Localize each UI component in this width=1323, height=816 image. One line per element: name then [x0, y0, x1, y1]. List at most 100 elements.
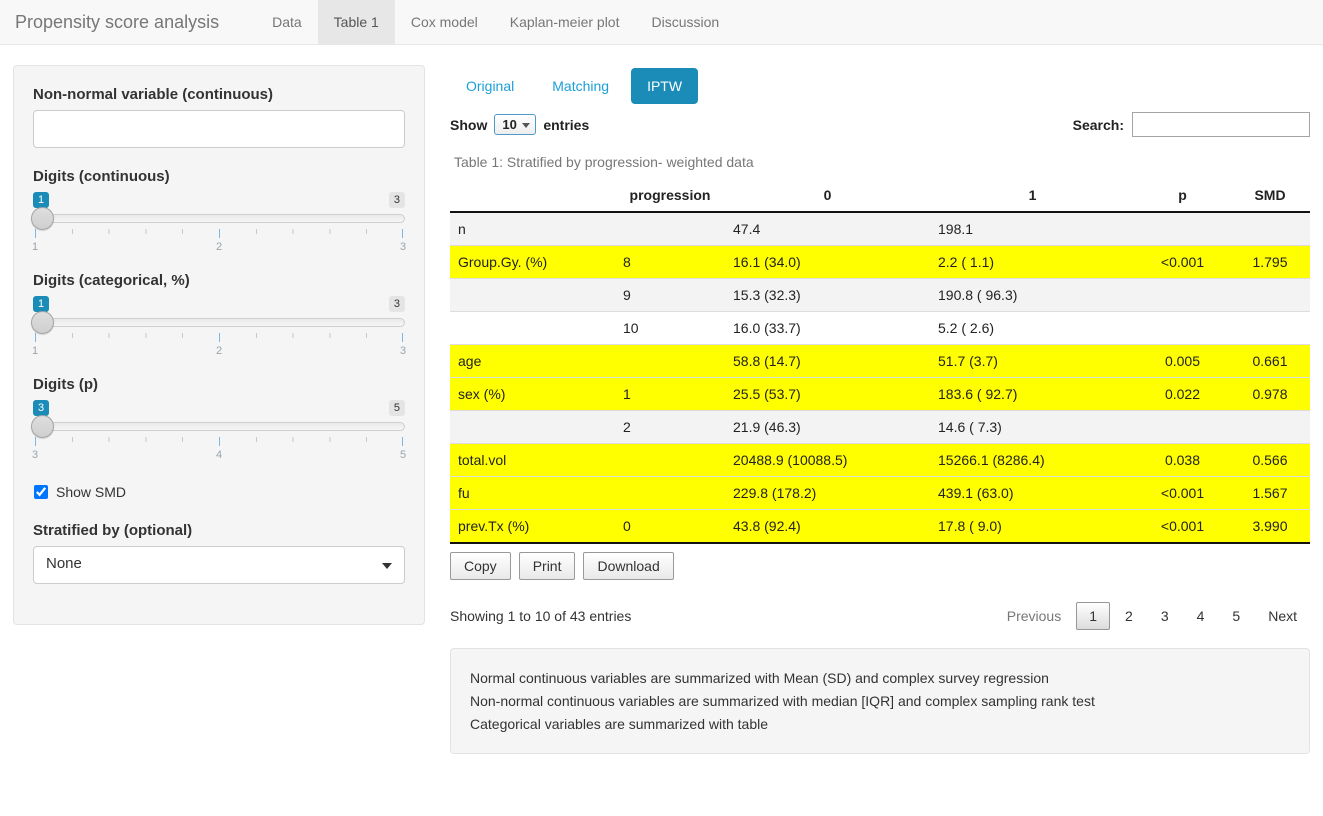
digits-p-label: Digits (p) — [33, 376, 98, 393]
cell: <0.001 — [1160, 485, 1205, 501]
cell — [1135, 411, 1230, 444]
digits-categorical-group: Digits (categorical, %) 1 3 1 2 3 — [31, 272, 406, 357]
cell — [615, 444, 725, 477]
stratified-select[interactable]: None — [33, 546, 405, 584]
cell: 1 — [623, 386, 631, 402]
cell — [615, 477, 725, 510]
stratified-label: Stratified by (optional) — [33, 522, 193, 539]
page-button-2[interactable]: 2 — [1125, 608, 1133, 624]
slider-max-badge: 3 — [388, 192, 405, 209]
cell — [1230, 312, 1310, 345]
tab-discussion[interactable]: Discussion — [651, 14, 720, 30]
slider-handle[interactable] — [31, 311, 54, 334]
show-smd-row: Show SMD — [33, 484, 405, 500]
slider-tick — [219, 229, 220, 238]
navbar: Propensity score analysis Data Table 1 C… — [0, 0, 1323, 45]
table-row: total.vol 20488.9 (10088.5) 15266.1 (828… — [450, 443, 1310, 477]
pill-iptw[interactable]: IPTW — [631, 68, 699, 104]
tab-cox-model[interactable]: Cox model — [410, 14, 478, 30]
cell: 0.566 — [1252, 452, 1288, 468]
sidebar-panel: Non-normal variable (continuous) Digits … — [13, 65, 425, 625]
table-row: 10 16.0 (33.7) 5.2 ( 2.6) — [450, 311, 1310, 345]
copy-button[interactable]: Copy — [450, 552, 511, 580]
slider-tick — [219, 333, 220, 342]
slider-handle[interactable] — [31, 415, 54, 438]
table-row: fu 229.8 (178.2) 439.1 (63.0) <0.001 1.5… — [450, 476, 1310, 510]
col-header-group0[interactable]: 0 — [725, 179, 930, 213]
cell — [1230, 212, 1310, 246]
cell: 0.978 — [1252, 386, 1288, 402]
page-button-4[interactable]: 4 — [1196, 608, 1205, 624]
col-header-p[interactable]: p — [1135, 179, 1230, 213]
main-panel: Original Matching IPTW Show 10 entries S… — [450, 45, 1310, 754]
slider-tick — [35, 333, 36, 342]
table-row: 2 21.9 (46.3) 14.6 ( 7.3) — [450, 410, 1310, 444]
col-header-variable[interactable] — [450, 179, 615, 213]
cell: 25.5 (53.7) — [733, 386, 801, 402]
table-row: sex (%) 1 25.5 (53.7) 183.6 ( 92.7) 0.02… — [450, 377, 1310, 411]
table-search: Search: — [1073, 112, 1310, 137]
cell: 1.567 — [1252, 485, 1288, 501]
cell: 17.8 ( 9.0) — [938, 518, 1002, 534]
export-buttons: Copy Print Download — [450, 552, 1310, 580]
cell — [1230, 411, 1310, 444]
cell: n — [458, 221, 466, 237]
cell — [450, 279, 615, 312]
digits-p-slider[interactable]: 3 5 3 4 5 — [31, 400, 406, 461]
col-header-progression[interactable]: progression — [615, 179, 725, 213]
next-page-button[interactable]: Next — [1268, 608, 1297, 624]
cell: <0.001 — [1160, 518, 1205, 534]
show-smd-checkbox[interactable] — [34, 485, 48, 499]
download-button[interactable]: Download — [583, 552, 674, 580]
pagination: Previous 1 2 3 4 5 Next — [992, 602, 1310, 630]
digits-continuous-slider[interactable]: 1 3 1 2 3 — [31, 192, 406, 253]
slider-max-badge: 5 — [388, 400, 405, 417]
col-header-smd[interactable]: SMD — [1230, 179, 1310, 213]
table-controls: Show 10 entries Search: — [450, 112, 1310, 137]
cell — [1135, 212, 1230, 246]
footnote: Normal continuous variables are summariz… — [470, 670, 1049, 686]
slider-track[interactable] — [33, 318, 405, 327]
slider-tick-label: 1 — [31, 345, 39, 357]
slider-track[interactable] — [33, 422, 405, 431]
cell: 9 — [623, 287, 631, 303]
tab-table1[interactable]: Table 1 — [317, 0, 395, 44]
cell — [450, 411, 615, 444]
cell: 8 — [623, 254, 631, 270]
cell: age — [458, 353, 482, 369]
cell: prev.Tx (%) — [458, 518, 530, 534]
entries-label: entries — [543, 116, 590, 133]
cell: 16.1 (34.0) — [733, 254, 801, 270]
cell: 47.4 — [733, 221, 761, 237]
digits-categorical-label: Digits (categorical, %) — [33, 272, 190, 289]
table-row: Group.Gy. (%) 8 16.1 (34.0) 2.2 ( 1.1) <… — [450, 245, 1310, 279]
page-button-1[interactable]: 1 — [1076, 602, 1111, 630]
tab-data[interactable]: Data — [272, 14, 302, 30]
previous-page-button[interactable]: Previous — [1006, 608, 1062, 624]
slider-handle[interactable] — [31, 207, 54, 230]
table-row: 9 15.3 (32.3) 190.8 ( 96.3) — [450, 278, 1310, 312]
print-button[interactable]: Print — [518, 552, 576, 580]
pill-matching[interactable]: Matching — [552, 78, 610, 94]
page-button-3[interactable]: 3 — [1160, 608, 1169, 624]
pill-original[interactable]: Original — [466, 78, 515, 94]
cell: 51.7 (3.7) — [938, 353, 998, 369]
slider-tick-label: 1 — [31, 241, 39, 253]
tab-kaplan-meier[interactable]: Kaplan-meier plot — [509, 14, 620, 30]
search-input[interactable] — [1132, 112, 1310, 137]
nonnormal-variable-input[interactable] — [33, 110, 405, 148]
cell — [1230, 279, 1310, 312]
table-header-row: progression 0 1 p SMD — [450, 179, 1310, 213]
slider-track[interactable] — [33, 214, 405, 223]
cell: 0.661 — [1252, 353, 1288, 369]
cell: <0.001 — [1160, 254, 1205, 270]
page-button-5[interactable]: 5 — [1232, 608, 1241, 624]
cell — [1135, 279, 1230, 312]
cell: 15.3 (32.3) — [733, 287, 801, 303]
cell: 439.1 (63.0) — [938, 485, 1014, 501]
digits-categorical-slider[interactable]: 1 3 1 2 3 — [31, 296, 406, 357]
slider-tick — [219, 437, 220, 446]
cell: 21.9 (46.3) — [733, 419, 801, 435]
page-length-select[interactable]: 10 — [494, 114, 537, 135]
col-header-group1[interactable]: 1 — [930, 179, 1135, 213]
